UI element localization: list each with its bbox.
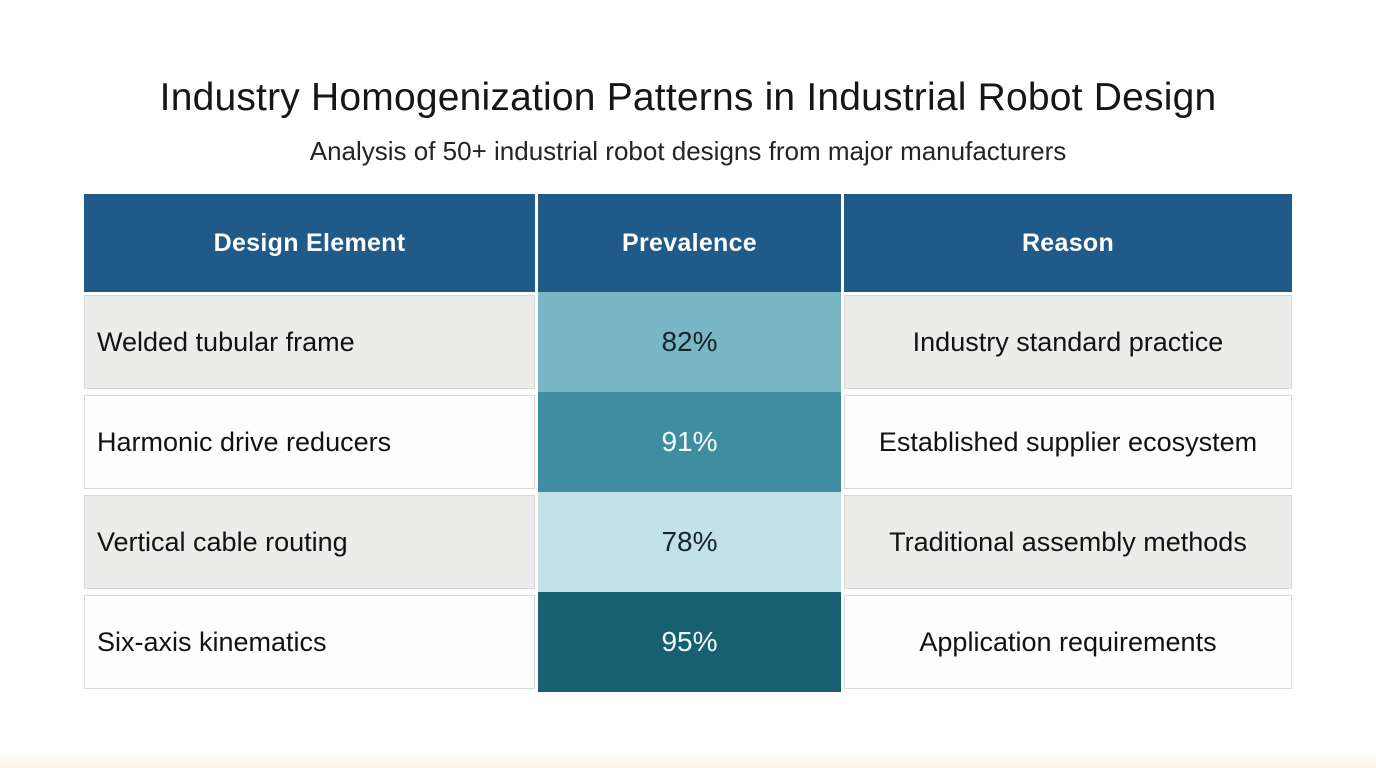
page-subtitle: Analysis of 50+ industrial robot designs…: [309, 136, 1067, 166]
reason-cell: Application requirements: [844, 595, 1292, 689]
prevalence-cell: 91%: [538, 392, 841, 492]
design-element-cell: Six-axis kinematics: [84, 595, 535, 689]
page-title: Industry Homogenization Patterns in Indu…: [159, 76, 1217, 119]
table-row: Harmonic drive reducers 91% Established su…: [84, 392, 1292, 492]
table-row: Welded tubular frame 82% Industry standard…: [84, 292, 1292, 392]
header-cell-design-element: Design Element: [84, 194, 535, 292]
prevalence-table: Design Element Prevalence Reason Welded …: [84, 194, 1292, 692]
design-element-cell: Vertical cable routing: [84, 495, 535, 589]
table-header-row: Design Element Prevalence Reason: [84, 194, 1292, 292]
bottom-edge-tint: [0, 752, 1376, 768]
header-cell-reason: Reason: [844, 194, 1292, 292]
reason-cell: Industry standard practice: [844, 295, 1292, 389]
prevalence-cell: 78%: [538, 492, 841, 592]
reason-cell: Established supplier ecosystem: [844, 395, 1292, 489]
prevalence-cell: 95%: [538, 592, 841, 692]
header-cell-prevalence: Prevalence: [538, 194, 841, 292]
reason-cell: Traditional assembly methods: [844, 495, 1292, 589]
design-element-cell: Harmonic drive reducers: [84, 395, 535, 489]
table-row: Vertical cable routing 78% Traditional ass…: [84, 492, 1292, 592]
table-body: Welded tubular frame 82% Industry standard…: [84, 292, 1292, 692]
table-row: Six-axis kinematics 95% Application requir…: [84, 592, 1292, 692]
design-element-cell: Welded tubular frame: [84, 295, 535, 389]
prevalence-cell: 82%: [538, 292, 841, 392]
